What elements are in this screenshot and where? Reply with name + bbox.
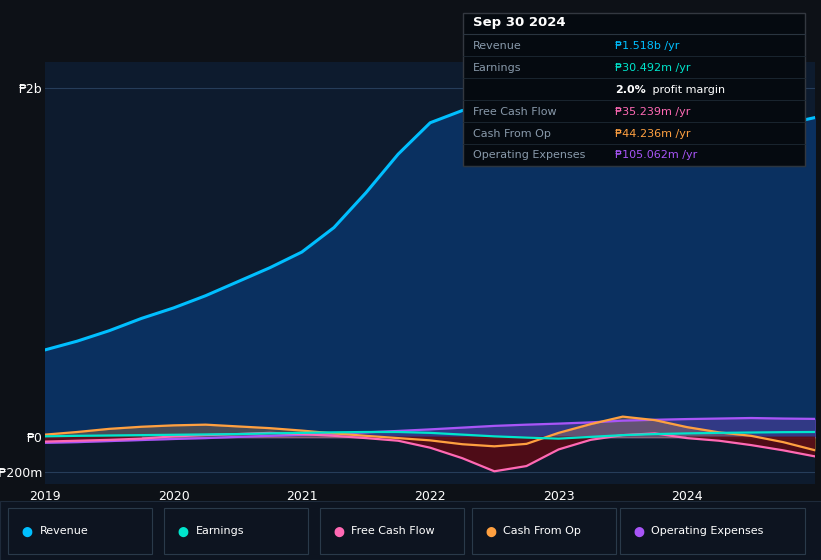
Text: ₱44.236m /yr: ₱44.236m /yr bbox=[615, 128, 690, 138]
Text: ⬤: ⬤ bbox=[333, 526, 344, 536]
Text: Sep 30 2024: Sep 30 2024 bbox=[473, 16, 566, 29]
Text: Operating Expenses: Operating Expenses bbox=[473, 151, 585, 161]
Text: Operating Expenses: Operating Expenses bbox=[651, 526, 764, 536]
Text: Revenue: Revenue bbox=[39, 526, 88, 536]
Text: ₱105.062m /yr: ₱105.062m /yr bbox=[615, 151, 697, 161]
Text: ⬤: ⬤ bbox=[485, 526, 496, 536]
Text: ₱30.492m /yr: ₱30.492m /yr bbox=[615, 63, 690, 73]
Text: ⬤: ⬤ bbox=[21, 526, 32, 536]
Text: ₱1.518b /yr: ₱1.518b /yr bbox=[615, 41, 679, 51]
Text: ⬤: ⬤ bbox=[633, 526, 644, 536]
Text: Cash From Op: Cash From Op bbox=[473, 128, 551, 138]
Text: Earnings: Earnings bbox=[473, 63, 521, 73]
Text: Cash From Op: Cash From Op bbox=[503, 526, 581, 536]
Text: Free Cash Flow: Free Cash Flow bbox=[351, 526, 435, 536]
Text: Earnings: Earnings bbox=[195, 526, 244, 536]
Text: ⬤: ⬤ bbox=[177, 526, 188, 536]
Text: Free Cash Flow: Free Cash Flow bbox=[473, 106, 557, 116]
Text: 2.0%: 2.0% bbox=[615, 85, 645, 95]
Text: ₱35.239m /yr: ₱35.239m /yr bbox=[615, 106, 690, 116]
Text: Revenue: Revenue bbox=[473, 41, 521, 51]
Text: profit margin: profit margin bbox=[649, 85, 726, 95]
